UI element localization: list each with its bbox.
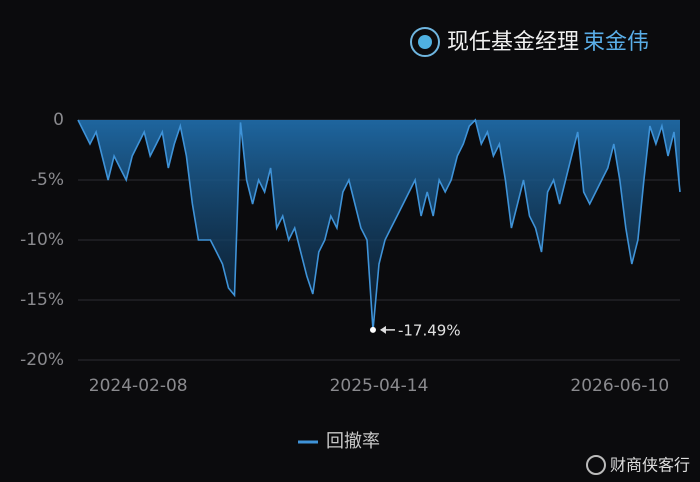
y-tick-label: -5% [31, 170, 64, 190]
y-tick-label: 0 [53, 110, 64, 130]
legend-label: 回撤率 [326, 431, 380, 452]
header-icon-dot [418, 35, 432, 49]
y-tick-label: -15% [20, 290, 64, 310]
value-label: -17.49% [398, 321, 461, 339]
x-tick-label: 2024-02-08 [89, 376, 188, 396]
header-title: 现任基金经理 [447, 30, 579, 55]
y-tick-label: -20% [20, 350, 64, 370]
min-point [369, 326, 376, 333]
line [77, 118, 681, 330]
watermark: 财商侠客行 [610, 456, 690, 475]
watermark-icon [586, 455, 606, 475]
x-tick-label: 2025-04-14 [330, 376, 429, 396]
area [78, 120, 680, 330]
header-icon [410, 27, 440, 57]
x-tick-label: 2026-06-10 [570, 376, 669, 396]
manager-name: 束金伟 [583, 30, 649, 55]
annotation-arrowhead [379, 325, 386, 334]
y-tick-label: -10% [20, 230, 64, 250]
